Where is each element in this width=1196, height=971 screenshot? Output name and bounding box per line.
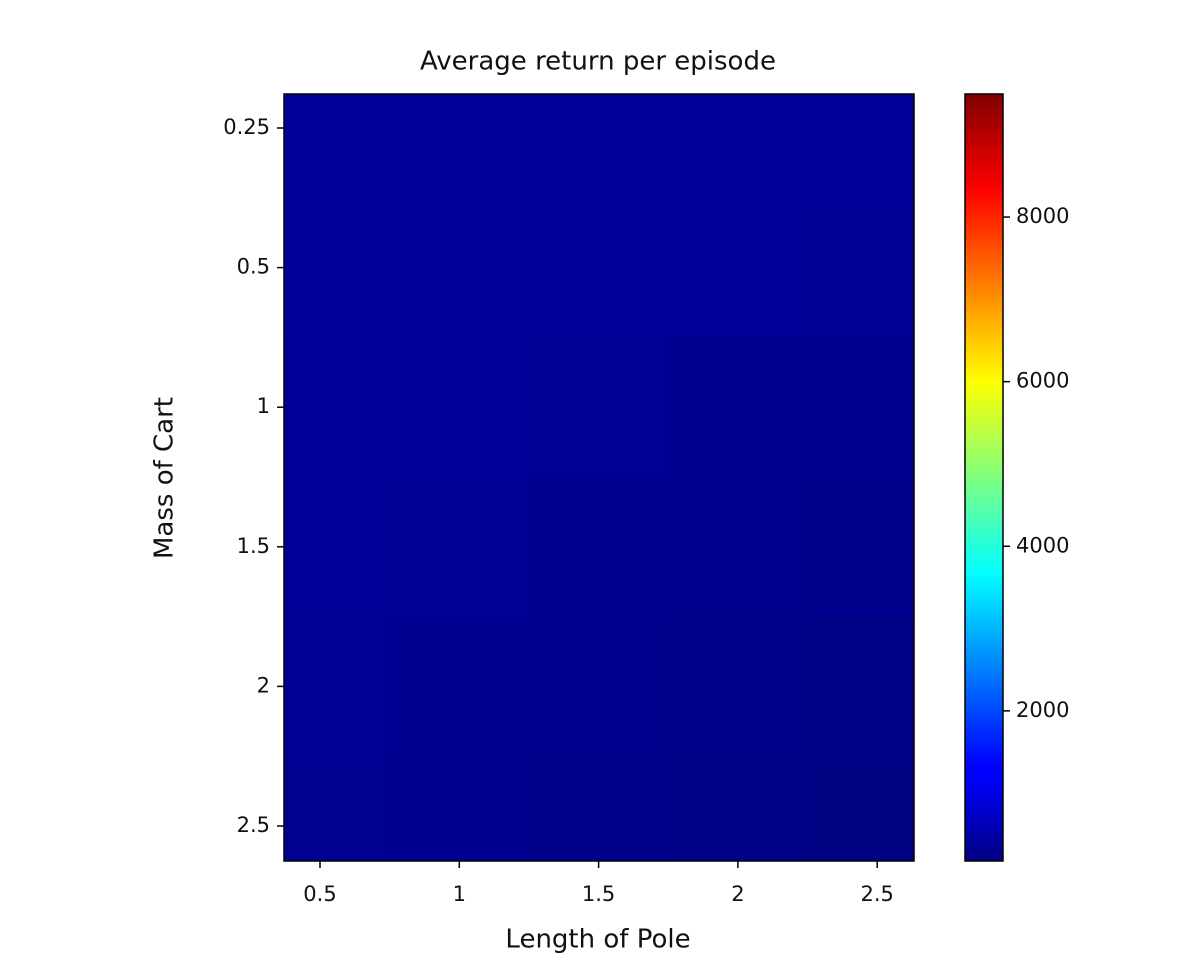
x-tick-label: 1 <box>453 882 466 906</box>
heatmap-cell <box>528 337 669 478</box>
heatmap-cell <box>807 94 914 199</box>
heatmap-cell <box>528 616 669 757</box>
heatmap-cell <box>528 477 669 618</box>
heatmap-cell <box>668 616 809 757</box>
y-tick-label: 1.5 <box>237 534 270 558</box>
heatmap-cell <box>284 477 391 618</box>
heatmap-cell <box>389 477 530 618</box>
heatmap-cell <box>807 616 914 757</box>
y-tick-label: 0.25 <box>223 115 270 139</box>
chart-title: Average return per episode <box>420 47 776 77</box>
colorbar-tick-label: 4000 <box>1016 533 1069 557</box>
x-axis-label: Length of Pole <box>505 925 690 955</box>
heatmap-cell <box>284 756 391 861</box>
x-tick-label: 2 <box>731 882 744 906</box>
heatmap-cell <box>389 94 530 199</box>
x-tick-label: 0.5 <box>303 882 336 906</box>
heatmap-cell <box>284 94 391 199</box>
colorbar-tick-label: 2000 <box>1016 698 1069 722</box>
heatmap-cell <box>807 477 914 618</box>
y-tick-label: 2.5 <box>237 813 270 837</box>
y-tick-label: 0.5 <box>237 255 270 279</box>
heatmap-cell <box>389 337 530 478</box>
heatmap-cell <box>807 337 914 478</box>
heatmap-cell <box>668 477 809 618</box>
heatmap-cell <box>668 197 809 338</box>
y-tick-label: 2 <box>257 673 270 697</box>
heatmap-cell <box>389 756 530 861</box>
y-axis-label: Mass of Cart <box>150 397 180 559</box>
x-tick-label: 1.5 <box>582 882 615 906</box>
colorbar-tick-label: 6000 <box>1016 369 1069 393</box>
heatmap-cell <box>807 197 914 338</box>
heatmap-cell <box>284 616 391 757</box>
x-tick-label: 2.5 <box>860 882 893 906</box>
heatmap-cell <box>807 756 914 861</box>
heatmap-cell <box>668 337 809 478</box>
heatmap-cell <box>284 197 391 338</box>
heatmap-cell <box>284 337 391 478</box>
colorbar <box>964 93 1004 862</box>
heatmap-cell <box>389 616 530 757</box>
heatmap-cell <box>528 94 669 199</box>
y-tick-label: 1 <box>257 394 270 418</box>
heatmap-cell <box>668 94 809 199</box>
heatmap-cells <box>284 94 914 861</box>
heatmap-cell <box>528 756 669 861</box>
heatmap-cell <box>528 197 669 338</box>
heatmap-cell <box>389 197 530 338</box>
colorbar-tick-label: 8000 <box>1016 204 1069 228</box>
heatmap-cell <box>668 756 809 861</box>
